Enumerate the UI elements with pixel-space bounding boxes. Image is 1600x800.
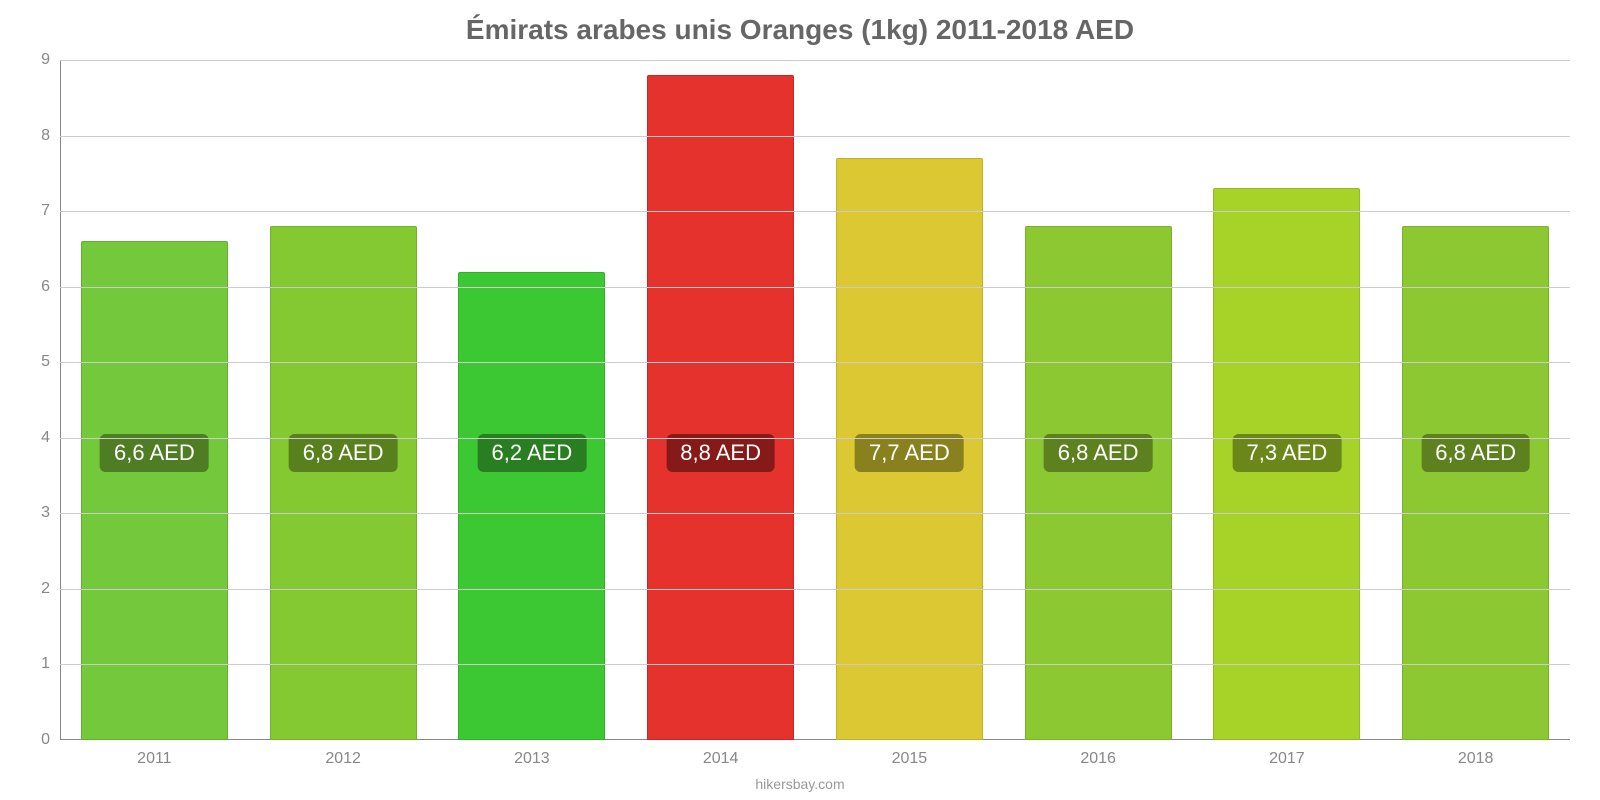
- gridline: [60, 664, 1570, 665]
- bar: [458, 272, 605, 740]
- bar-slot: 8,8 AED2014: [626, 60, 815, 740]
- y-tick-label: 3: [41, 504, 50, 522]
- gridline: [60, 211, 1570, 212]
- x-tick-label: 2015: [892, 750, 928, 768]
- y-tick-label: 7: [41, 202, 50, 220]
- x-tick-label: 2016: [1080, 750, 1116, 768]
- bar-slot: 7,7 AED2015: [815, 60, 1004, 740]
- gridline: [60, 513, 1570, 514]
- bar-value-label: 6,6 AED: [100, 434, 209, 472]
- bars-container: 6,6 AED20116,8 AED20126,2 AED20138,8 AED…: [60, 60, 1570, 740]
- bar-slot: 6,8 AED2016: [1004, 60, 1193, 740]
- bar-value-label: 7,3 AED: [1233, 434, 1342, 472]
- bar-value-label: 7,7 AED: [855, 434, 964, 472]
- x-tick-label: 2017: [1269, 750, 1305, 768]
- gridline: [60, 438, 1570, 439]
- bar-slot: 6,8 AED2012: [249, 60, 438, 740]
- bar-slot: 6,2 AED2013: [438, 60, 627, 740]
- x-tick-label: 2018: [1458, 750, 1494, 768]
- gridline: [60, 362, 1570, 363]
- x-tick-label: 2012: [325, 750, 361, 768]
- x-tick-label: 2013: [514, 750, 550, 768]
- bar-slot: 7,3 AED2017: [1193, 60, 1382, 740]
- bar-value-label: 6,8 AED: [1421, 434, 1530, 472]
- price-bar-chart: Émirats arabes unis Oranges (1kg) 2011-2…: [0, 0, 1600, 800]
- gridline: [60, 136, 1570, 137]
- bar: [1402, 226, 1549, 740]
- chart-caption: hikersbay.com: [0, 776, 1600, 792]
- x-tick-label: 2014: [703, 750, 739, 768]
- y-tick-label: 0: [41, 731, 50, 749]
- y-tick-label: 4: [41, 429, 50, 447]
- bar-value-label: 8,8 AED: [666, 434, 775, 472]
- y-tick-label: 5: [41, 353, 50, 371]
- gridline: [60, 589, 1570, 590]
- y-tick-label: 1: [41, 655, 50, 673]
- bar-value-label: 6,2 AED: [478, 434, 587, 472]
- bar-slot: 6,6 AED2011: [60, 60, 249, 740]
- bar-slot: 6,8 AED2018: [1381, 60, 1570, 740]
- plot-area: 6,6 AED20116,8 AED20126,2 AED20138,8 AED…: [60, 60, 1570, 740]
- y-tick-label: 9: [41, 51, 50, 69]
- bar-value-label: 6,8 AED: [1044, 434, 1153, 472]
- y-tick-label: 6: [41, 278, 50, 296]
- gridline: [60, 287, 1570, 288]
- bar: [270, 226, 417, 740]
- y-tick-label: 8: [41, 127, 50, 145]
- bar: [647, 75, 794, 740]
- chart-title: Émirats arabes unis Oranges (1kg) 2011-2…: [0, 14, 1600, 46]
- gridline: [60, 60, 1570, 61]
- x-tick-label: 2011: [137, 750, 171, 768]
- bar: [1025, 226, 1172, 740]
- bar-value-label: 6,8 AED: [289, 434, 398, 472]
- y-tick-label: 2: [41, 580, 50, 598]
